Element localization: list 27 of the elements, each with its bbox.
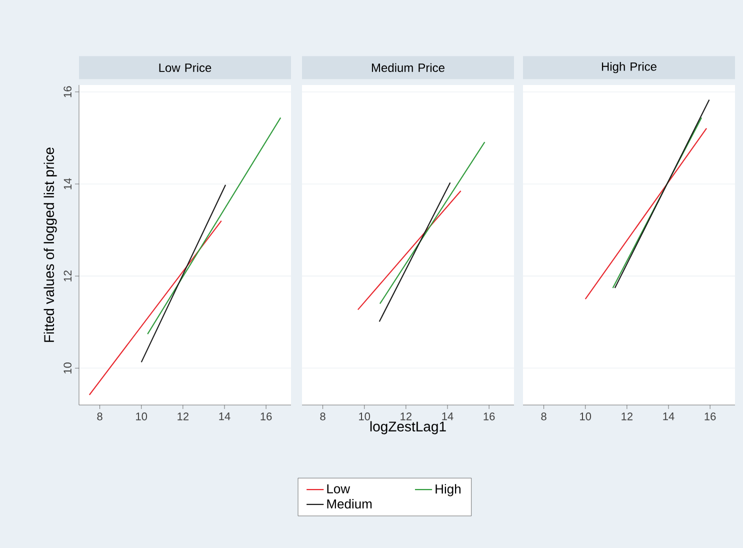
y-tick-label: 10	[64, 362, 72, 374]
y-tick-label: 12	[64, 270, 72, 282]
chart-title: Low Price	[159, 63, 212, 72]
x-tick-label: 16	[260, 412, 272, 420]
y-tick-label: 14	[64, 178, 72, 190]
x-tick-label: 10	[580, 412, 592, 420]
x-tick-label: 14	[219, 412, 230, 420]
x-tick-label: 16	[704, 412, 716, 420]
x-tick-label: 12	[178, 412, 188, 420]
x-tick-label: 10	[136, 412, 148, 420]
legend-label: Medium	[327, 498, 372, 509]
x-tick-label: 8	[97, 412, 102, 420]
x-tick-label: 10	[359, 412, 370, 420]
chart-title: High Price	[602, 62, 656, 74]
x-axis-title: logZestLag1	[370, 421, 446, 434]
chart-title: Medium Price	[372, 63, 444, 72]
x-tick-label: 16	[484, 412, 495, 420]
x-tick-label: 14	[442, 412, 454, 420]
x-tick-label: 12	[622, 412, 632, 420]
x-tick-label: 12	[400, 412, 412, 420]
y-axis-title: Fitted values of logged list price	[44, 148, 57, 342]
x-tick-label: 14	[663, 412, 674, 420]
y-tick-label: 16	[64, 86, 72, 98]
legend-label: High	[436, 484, 460, 496]
x-tick-label: 8	[320, 412, 326, 420]
legend-label: Low	[327, 484, 350, 494]
x-tick-label: 8	[541, 412, 546, 420]
